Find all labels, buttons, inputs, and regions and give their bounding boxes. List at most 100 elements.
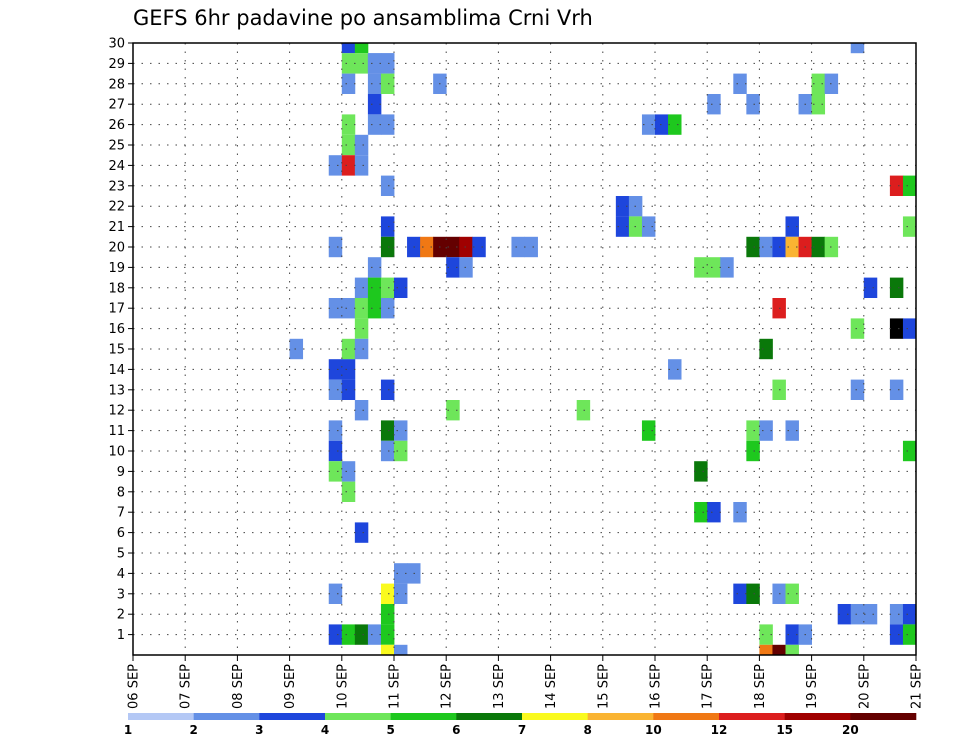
heatmap-cell (328, 420, 343, 441)
heatmap-cell (394, 563, 408, 584)
colorbar-segment (587, 713, 654, 720)
y-tick-label: 6 (117, 526, 125, 541)
y-tick-label: 30 (108, 37, 125, 52)
colorbar-label: 7 (518, 723, 526, 737)
colorbar-segment (456, 713, 523, 720)
heatmap-cell (524, 236, 538, 258)
colorbar-label: 1 (124, 723, 132, 737)
heatmap-cell (380, 644, 395, 655)
heatmap-cell (889, 379, 904, 400)
heatmap-cell (641, 420, 656, 441)
heatmap-cell (615, 216, 630, 237)
heatmap-cell (733, 502, 747, 523)
heatmap-cell (367, 624, 382, 645)
heatmap-cell (446, 236, 460, 258)
heatmap-cell (341, 379, 356, 400)
heatmap-cell (380, 298, 395, 319)
x-tick-label: 20 SEP (857, 664, 872, 709)
heatmap-cell (380, 216, 395, 237)
heatmap-cell (837, 604, 852, 625)
heatmap-cell (785, 420, 799, 441)
heatmap-cell (811, 94, 826, 115)
colorbar: 1 2 3 4 5 6 7 8 10 12 15 20 (124, 713, 917, 737)
heatmap-cell (641, 114, 656, 135)
colorbar-segment (522, 713, 588, 720)
colorbar-label: 10 (645, 723, 662, 737)
y-tick-label: 4 (117, 567, 125, 582)
y-tick-label: 26 (108, 118, 125, 133)
heatmap-cell (354, 400, 369, 421)
heatmap-cell (746, 583, 760, 604)
heatmap-cell (341, 73, 356, 94)
colorbar-segment (390, 713, 457, 720)
heatmap-cell (694, 257, 708, 278)
heatmap-cell (576, 400, 591, 421)
heatmap-cell (902, 175, 917, 196)
y-tick-label: 11 (108, 424, 125, 439)
y-tick-label: 23 (108, 179, 125, 194)
y-tick-label: 10 (108, 445, 125, 460)
colorbar-label: 8 (583, 723, 591, 737)
colorbar-label: 6 (452, 723, 460, 737)
y-tick-label: 12 (108, 404, 125, 419)
heatmap-cell (394, 420, 408, 441)
y-tick-label: 28 (108, 77, 125, 92)
heatmap-cell (367, 73, 382, 94)
heatmap-cell (380, 114, 395, 135)
heatmap-cell (328, 379, 343, 400)
heatmap-cell (446, 400, 460, 421)
y-tick-label: 22 (108, 200, 125, 215)
heatmap-cell (354, 624, 369, 645)
heatmap-cell (785, 216, 799, 237)
y-tick-label: 27 (108, 98, 125, 113)
heatmap-cell (354, 53, 369, 74)
heatmap-cell (289, 338, 304, 360)
heatmap-cell (380, 583, 395, 604)
y-tick-label: 15 (108, 343, 125, 358)
y-tick-label: 18 (108, 281, 125, 296)
x-tick-label: 17 SEP (701, 664, 716, 709)
heatmap-cell (863, 277, 878, 298)
colorbar-segment (325, 713, 391, 720)
heatmap-cell (811, 73, 826, 94)
colorbar-label: 5 (386, 723, 394, 737)
colorbar-segment (719, 713, 785, 720)
heatmap-cell (785, 624, 799, 645)
heatmap-cell (354, 298, 369, 319)
heatmap-cell (889, 318, 904, 339)
heatmap-cell (785, 236, 799, 258)
x-tick-label: 13 SEP (492, 664, 507, 709)
heatmap-cell (759, 420, 773, 441)
heatmap-cell (746, 440, 760, 462)
y-tick-label: 9 (117, 465, 125, 480)
x-tick-label: 19 SEP (805, 664, 820, 709)
heatmap-cell (746, 236, 760, 258)
heatmap-cell (446, 257, 460, 278)
heatmap-cell (328, 155, 343, 176)
heatmap-cell (707, 94, 721, 115)
chart-title: GEFS 6hr padavine po ansamblima Crni Vrh (133, 6, 593, 30)
heatmap-cell (380, 175, 395, 196)
heatmap-cell (733, 73, 747, 94)
y-tick-label: 20 (108, 241, 125, 256)
heatmap-cell (902, 318, 917, 339)
heatmap-cell (694, 461, 708, 482)
heatmap-cell (341, 461, 356, 482)
heatmap-cell (850, 43, 865, 54)
heatmap-cell (328, 461, 343, 482)
y-tick-label: 17 (108, 302, 125, 317)
x-tick-label: 18 SEP (753, 664, 768, 709)
x-tick-label: 16 SEP (649, 664, 664, 709)
x-tick-label: 07 SEP (179, 664, 194, 709)
x-tick-label: 08 SEP (231, 664, 246, 709)
heatmap-cell (902, 440, 917, 462)
heatmap-cell (668, 359, 682, 380)
x-tick-label: 21 SEP (910, 664, 925, 709)
heatmap-cell (641, 216, 656, 237)
heatmap-cell (759, 236, 773, 258)
heatmap-cell (341, 481, 356, 502)
heatmap-cell (380, 624, 395, 645)
heatmap-cell (420, 236, 434, 258)
heatmap-cell (772, 644, 786, 655)
heatmap-cell (328, 359, 343, 380)
